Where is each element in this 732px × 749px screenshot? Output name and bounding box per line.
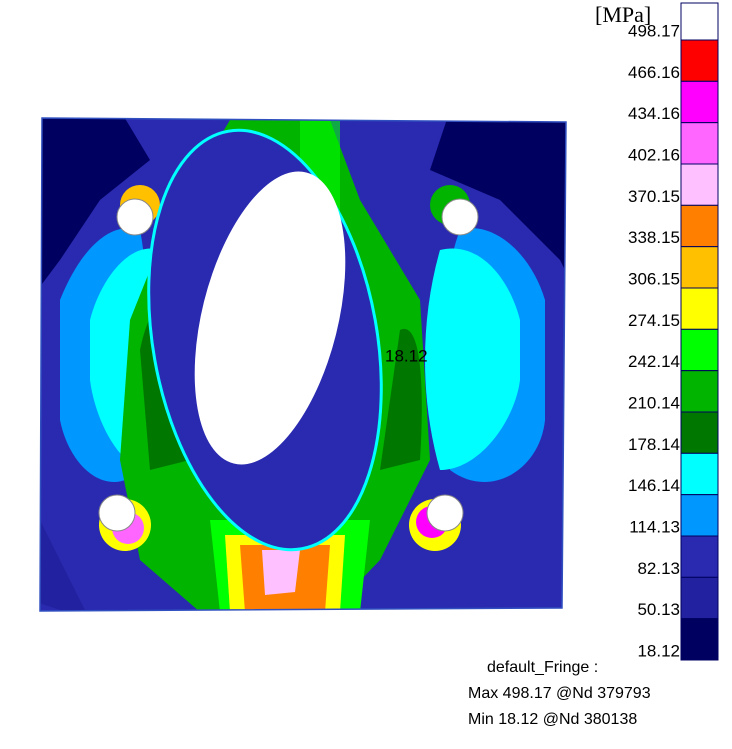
legend-swatch bbox=[680, 576, 719, 620]
legend-level: 274.15 bbox=[628, 311, 680, 330]
legend-swatch bbox=[680, 80, 719, 124]
contour-plot: 18.12 bbox=[39, 117, 567, 612]
legend-level: 402.16 bbox=[628, 145, 680, 164]
legend-swatch bbox=[680, 246, 719, 289]
legend-unit: [MPa] bbox=[595, 2, 651, 27]
legend-swatch bbox=[680, 39, 719, 82]
legend-swatch bbox=[680, 328, 719, 372]
legend-level: 338.15 bbox=[628, 228, 680, 247]
legend-level: 498.17 bbox=[628, 21, 680, 40]
legend-swatch bbox=[680, 618, 719, 661]
legend-swatch bbox=[680, 494, 719, 537]
legend-swatch bbox=[680, 370, 719, 413]
legend-level: 306.15 bbox=[628, 269, 680, 288]
footer-max: Max 498.17 @Nd 379793 bbox=[468, 685, 651, 702]
legend-level: 114.13 bbox=[629, 517, 680, 536]
footer-title: default_Fringe : bbox=[487, 659, 598, 676]
legend-swatch bbox=[680, 535, 719, 578]
legend-swatch bbox=[680, 411, 719, 454]
legend-level: 242.14 bbox=[628, 352, 680, 371]
legend-level: 18.12 bbox=[637, 641, 680, 660]
legend-level: 82.13 bbox=[637, 559, 680, 578]
legend-level: 370.15 bbox=[628, 187, 680, 206]
legend-level: 434.16 bbox=[628, 104, 680, 123]
legend-swatch bbox=[680, 2, 719, 41]
legend-swatch bbox=[680, 452, 719, 496]
legend: 498.17 466.16 434.16 402.16 370.15 338.15 306.… bbox=[628, 2, 719, 661]
legend-swatch bbox=[680, 287, 719, 330]
legend-level: 210.14 bbox=[628, 393, 680, 412]
legend-level: 466.16 bbox=[628, 63, 680, 82]
legend-swatch bbox=[680, 204, 719, 248]
footer-min: Min 18.12 @Nd 380138 bbox=[468, 711, 637, 728]
legend-level: 178.14 bbox=[628, 435, 680, 454]
legend-level: 50.13 bbox=[637, 600, 680, 619]
legend-swatch bbox=[680, 163, 719, 206]
legend-level: 146.14 bbox=[628, 476, 680, 495]
marker-label: 18.12 bbox=[385, 346, 428, 365]
legend-swatch bbox=[680, 122, 719, 165]
